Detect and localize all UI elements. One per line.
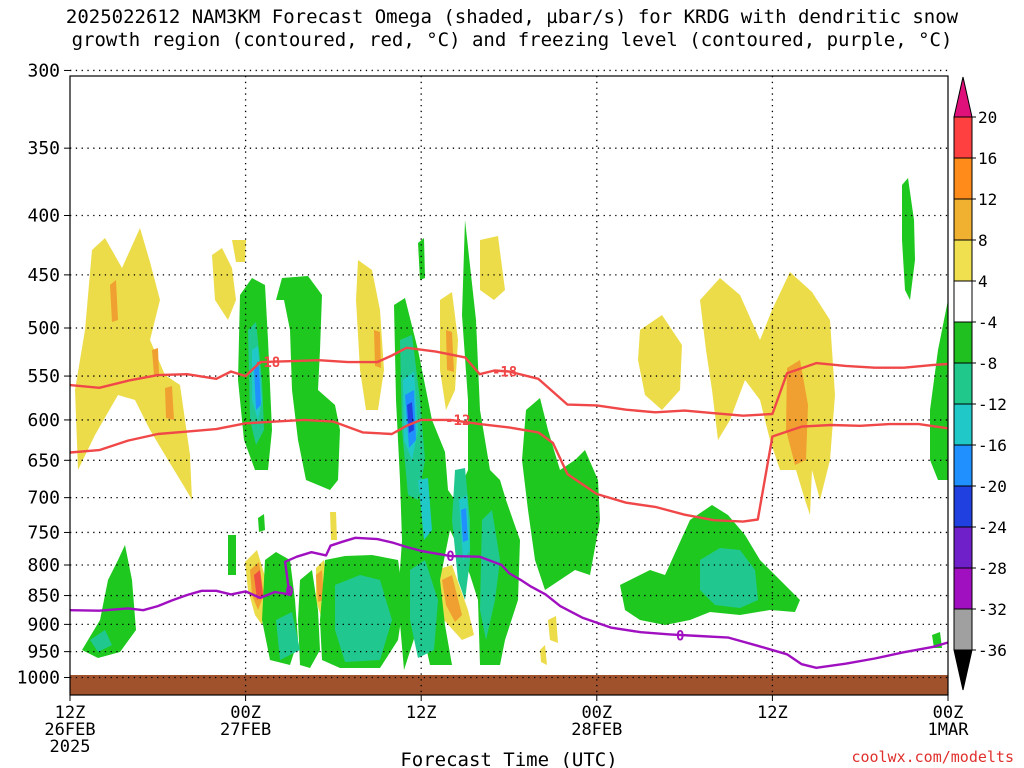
x-tick-label: 12Z — [55, 703, 86, 723]
x-tick-label: 28FEB — [571, 720, 622, 740]
plot-frame — [69, 75, 949, 696]
colorbar-label: -8 — [978, 354, 997, 373]
contour-label: -18 — [255, 355, 280, 371]
y-tick-label: 450 — [27, 265, 60, 286]
colorbar-label: -20 — [978, 477, 1007, 496]
colorbar-swatch — [953, 198, 973, 241]
colorbar-label: -32 — [978, 600, 1007, 619]
colorbar-label: 20 — [978, 108, 997, 127]
x-tick-label: 00Z — [230, 703, 261, 723]
y-tick-label: 500 — [27, 318, 60, 339]
y-tick-label: 700 — [27, 488, 60, 509]
colorbar: 20 16 12 8 4 -4 -8 -12 -16 -20 -24 -28 -32 -36 — [953, 76, 1007, 691]
chart-title-line-2: growth region (contoured, red, °C) and f… — [71, 29, 953, 51]
x-tick-label: 12Z — [757, 703, 788, 723]
colorbar-swatch — [953, 321, 973, 364]
y-tick-label: 350 — [27, 138, 60, 159]
contour-line--18 — [69, 346, 949, 417]
colorbar-label: -16 — [978, 436, 1007, 455]
gridlines — [70, 69, 948, 695]
colorbar-label: -12 — [978, 395, 1007, 414]
colorbar-label: 16 — [978, 149, 997, 168]
y-tick-label: 850 — [27, 586, 60, 607]
colorbar-swatch — [953, 608, 973, 651]
contour-line-0 — [69, 536, 949, 669]
y-tick-label: 800 — [27, 555, 60, 576]
colorbar-bottom-triangle — [953, 649, 973, 691]
x-tick-label: 00Z — [581, 703, 612, 723]
colorbar-swatch — [953, 403, 973, 446]
colorbar-label: -36 — [978, 641, 1007, 660]
colorbar-label: -24 — [978, 518, 1007, 537]
credit-text: coolwx.com/modelts — [851, 748, 1014, 766]
colorbar-swatch — [953, 526, 973, 569]
colorbar-swatch — [953, 485, 973, 528]
y-tick-label: 1000 — [17, 668, 60, 689]
colorbar-swatch — [953, 567, 973, 610]
x-tick-label: 26FEB — [44, 720, 95, 740]
contour-layer: -18 -18 -12 0 0 0 — [69, 346, 949, 669]
colorbar-swatch — [953, 239, 973, 282]
x-tick-label: 00Z — [933, 703, 964, 723]
y-tick-label: 550 — [27, 366, 60, 387]
contour-label: -12 — [445, 413, 470, 429]
colorbar-label: -4 — [978, 313, 997, 332]
ground-surface — [70, 675, 948, 695]
y-axis-ticks: 2503003504004505005506006507007508008509… — [17, 60, 70, 689]
x-tick-label: 2025 — [50, 737, 91, 757]
y-tick-label: 950 — [27, 642, 60, 663]
colorbar-label: 4 — [978, 272, 988, 291]
x-tick-label: 12Z — [406, 703, 437, 723]
colorbar-swatch — [953, 280, 973, 323]
omega-shading — [75, 178, 948, 670]
y-tick-label: 750 — [27, 522, 60, 543]
contour-label: 0 — [676, 628, 684, 644]
y-tick-label: 900 — [27, 614, 60, 635]
colorbar-swatch — [953, 116, 973, 159]
y-tick-label: 300 — [27, 60, 60, 81]
chart-title-line-1: 2025022612 NAM3KM Forecast Omega (shaded… — [65, 6, 959, 28]
colorbar-swatch — [953, 157, 973, 200]
colorbar-label: -28 — [978, 559, 1007, 578]
x-axis-label: Forecast Time (UTC) — [400, 749, 617, 768]
contour-label: 0 — [446, 549, 454, 565]
contour-label: -18 — [492, 364, 517, 380]
colorbar-label: 8 — [978, 231, 988, 250]
y-tick-label: 600 — [27, 410, 60, 431]
contour-label: 0 — [285, 584, 293, 600]
colorbar-swatch — [953, 362, 973, 405]
y-tick-label: 400 — [27, 205, 60, 226]
colorbar-top-triangle — [953, 76, 973, 118]
contour-line--12 — [69, 418, 949, 523]
colorbar-label: 12 — [978, 190, 997, 209]
y-tick-label: 650 — [27, 450, 60, 471]
colorbar-swatch — [953, 444, 973, 487]
x-tick-label: 1MAR — [928, 720, 970, 740]
x-tick-label: 27FEB — [220, 720, 271, 740]
